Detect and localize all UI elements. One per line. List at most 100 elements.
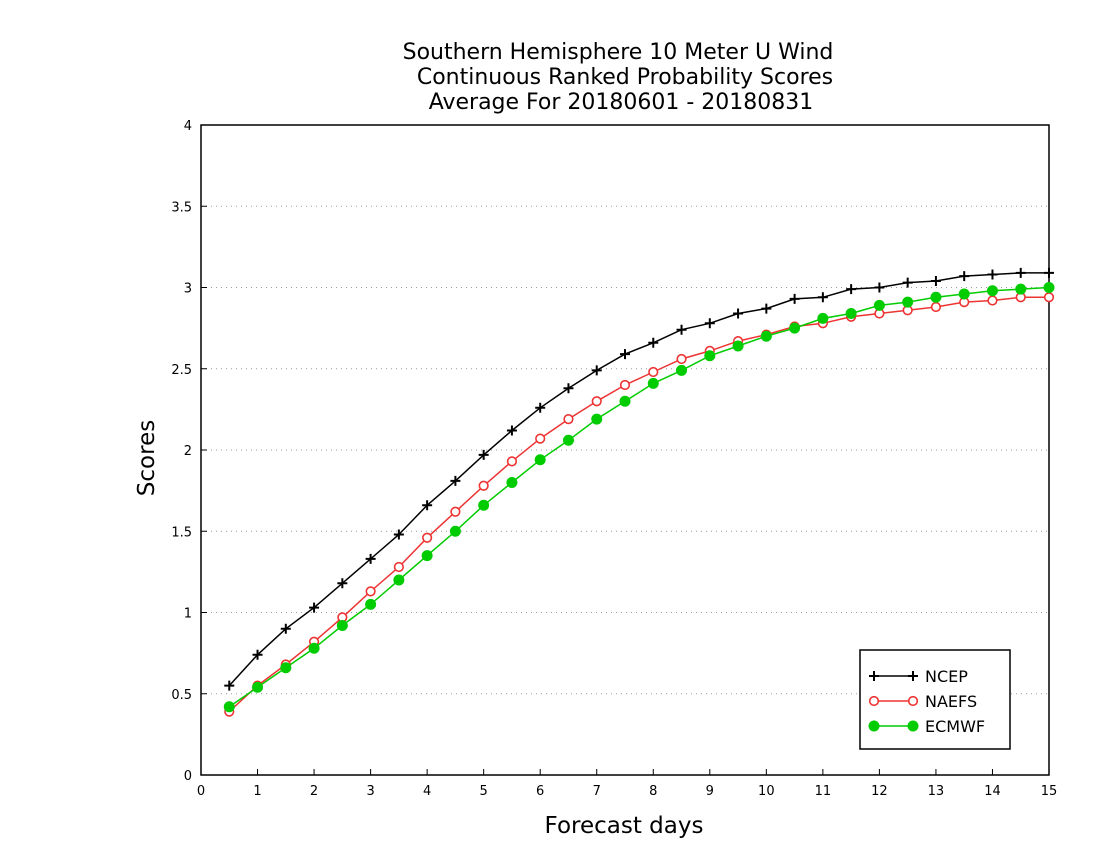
data-point-naefs [422, 532, 433, 543]
data-point-naefs [591, 396, 602, 407]
legend-item-naefs: NAEFS [868, 692, 977, 711]
data-point-ncep [733, 308, 744, 319]
x-tick-label: 3 [366, 784, 374, 799]
data-point-ecmwf [958, 288, 970, 300]
y-tick-label: 2.5 [171, 363, 192, 378]
data-point-ncep [224, 680, 235, 691]
data-point-ecmwf [534, 454, 546, 466]
data-point-ncep [563, 383, 574, 394]
data-point-ecmwf [676, 364, 688, 376]
data-point-ecmwf [223, 701, 235, 713]
series-ncep [224, 267, 1054, 691]
data-point-naefs [987, 295, 998, 306]
legend-label: NAEFS [925, 692, 977, 711]
data-point-ncep [422, 500, 433, 511]
data-series [223, 267, 1055, 717]
legend-label: NCEP [925, 667, 968, 686]
x-tick-label: 8 [649, 784, 657, 799]
x-tick-label: 12 [871, 784, 888, 799]
data-point-ecmwf [1043, 282, 1055, 293]
data-point-naefs [676, 353, 687, 365]
chart-title: Southern Hemisphere 10 Meter U Wind Cont… [403, 40, 834, 115]
data-point-ecmwf [365, 598, 377, 610]
data-point-ncep [704, 318, 715, 329]
data-point-ecmwf [873, 299, 885, 311]
data-point-ecmwf [732, 340, 744, 352]
data-point-ncep [902, 277, 913, 288]
x-tick-label: 1 [253, 784, 261, 799]
data-point-ncep [478, 449, 489, 460]
data-point-ncep [506, 425, 517, 436]
data-point-ecmwf [902, 296, 914, 308]
y-tick-label: 0 [184, 769, 192, 784]
chart-legend: NCEP NAEFS ECMWF [859, 649, 1011, 750]
data-point-ncep [591, 365, 602, 376]
x-tick-label: 15 [1041, 784, 1058, 799]
data-point-ncep [309, 602, 320, 613]
data-point-ncep [676, 324, 687, 335]
data-point-ncep [1015, 267, 1026, 278]
x-tick-label: 10 [758, 784, 775, 799]
x-tick-label: 11 [815, 784, 832, 799]
y-tick-label: 2 [184, 444, 192, 459]
data-point-naefs [393, 561, 404, 573]
data-point-ecmwf [393, 574, 405, 586]
series-naefs [224, 292, 1055, 717]
data-point-ecmwf [986, 285, 998, 297]
data-point-naefs [563, 414, 574, 425]
legend-label: ECMWF [925, 717, 985, 736]
x-axis-label: Forecast days [545, 813, 704, 839]
data-point-ecmwf [478, 499, 490, 511]
y-tick-label: 0.5 [171, 688, 192, 703]
data-point-naefs [506, 456, 518, 467]
y-axis-label: Scores [134, 420, 160, 496]
chart-title-line-2: Continuous Ranked Probability Scores [417, 65, 833, 90]
data-point-ncep [393, 529, 404, 540]
data-point-naefs [535, 433, 546, 444]
data-point-naefs [1043, 292, 1055, 303]
data-point-ncep [959, 271, 970, 282]
y-tick-label: 1.5 [171, 525, 192, 540]
x-tick-label: 14 [984, 784, 1001, 799]
data-point-ecmwf [1015, 283, 1027, 295]
legend-box [859, 649, 1011, 750]
chart-title-line-3: Average For 20180601 - 20180831 [429, 90, 814, 115]
x-tick-label: 7 [593, 784, 601, 799]
data-point-naefs [450, 506, 461, 517]
y-tick-label: 1 [184, 607, 192, 622]
legend-marker [868, 720, 880, 732]
data-point-ncep [874, 282, 885, 293]
y-axis-ticks: 0 0.5 1 1.5 2 2.5 3 3.5 4 [171, 119, 207, 784]
data-point-ncep [252, 649, 263, 660]
data-point-ncep [337, 578, 348, 589]
data-point-ncep [789, 293, 800, 304]
legend-item-ncep: NCEP [869, 667, 968, 686]
data-point-ecmwf [562, 434, 574, 446]
data-point-ecmwf [252, 681, 264, 693]
data-point-ncep [280, 623, 291, 634]
data-point-ecmwf [789, 322, 801, 334]
data-point-ncep [450, 475, 461, 486]
data-point-ecmwf [336, 620, 348, 631]
data-point-naefs [365, 586, 376, 597]
legend-marker [869, 671, 879, 681]
data-point-ecmwf [930, 291, 942, 303]
data-point-naefs [930, 301, 942, 313]
data-point-ncep [365, 553, 376, 564]
x-tick-label: 0 [197, 784, 205, 799]
x-tick-label: 6 [536, 784, 544, 799]
legend-marker [908, 671, 918, 681]
data-point-ncep [930, 276, 941, 286]
data-point-ncep [648, 337, 659, 348]
data-point-ecmwf [647, 377, 659, 389]
x-tick-label: 5 [480, 784, 488, 799]
data-point-ecmwf [619, 395, 631, 407]
y-tick-label: 4 [184, 119, 192, 134]
x-tick-label: 9 [706, 784, 714, 799]
data-point-ecmwf [845, 308, 857, 319]
chart-title-line-1: Southern Hemisphere 10 Meter U Wind [403, 40, 834, 65]
data-point-ncep [846, 284, 857, 295]
legend-item-ecmwf: ECMWF [868, 717, 985, 736]
x-tick-label: 13 [928, 784, 945, 799]
data-point-naefs [478, 480, 489, 491]
